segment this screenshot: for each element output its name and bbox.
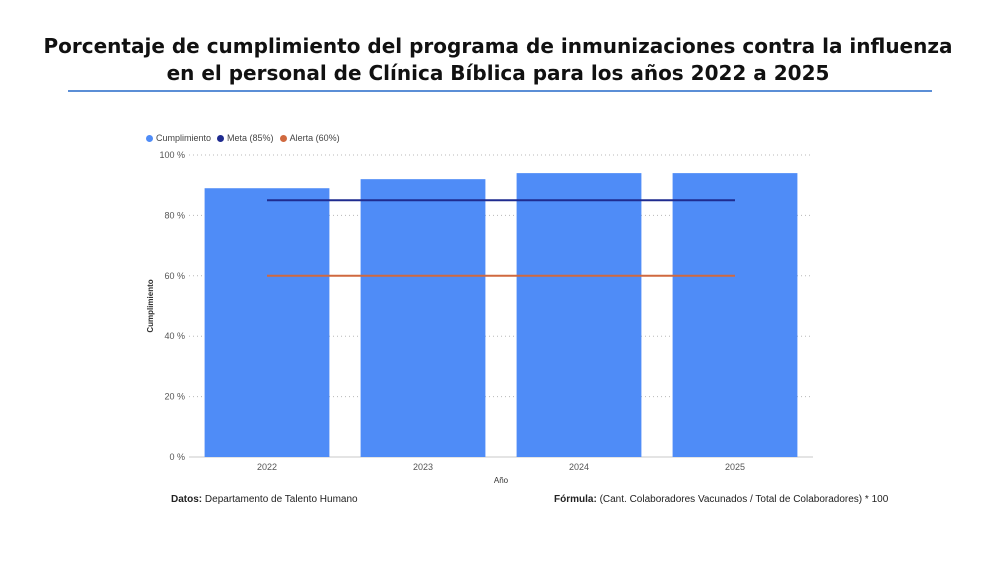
y-tick-label: 100 % xyxy=(159,150,185,160)
bar xyxy=(516,173,642,457)
bar xyxy=(360,179,486,457)
x-tick-label: 2022 xyxy=(257,462,277,472)
y-tick-label: 60 % xyxy=(164,271,185,281)
footer-formula-text: (Cant. Colaboradores Vacunados / Total d… xyxy=(599,494,889,505)
title-divider xyxy=(68,90,932,92)
legend-item-cumplimiento[interactable]: Cumplimiento xyxy=(146,133,211,143)
footer-source-text: Departamento de Talento Humano xyxy=(204,494,358,505)
chart-legend: Cumplimiento Meta (85%) Alerta (60%) xyxy=(146,131,346,145)
x-tick-label: 2024 xyxy=(569,462,589,472)
x-axis-label: Año xyxy=(494,476,509,485)
legend-dot-meta xyxy=(217,134,225,142)
bar xyxy=(204,188,330,457)
footer-formula: Fórmula: (Cant. Colaboradores Vacunados … xyxy=(554,494,888,505)
legend-label-meta: Meta (85%) xyxy=(227,133,274,143)
x-tick-label: 2023 xyxy=(413,462,433,472)
legend-dot-alerta xyxy=(279,134,287,142)
legend-label-cumplimiento: Cumplimiento xyxy=(156,133,212,143)
legend-item-alerta[interactable]: Alerta (60%) xyxy=(279,133,340,143)
legend-label-alerta: Alerta (60%) xyxy=(289,133,340,143)
y-axis-label: Cumplimiento xyxy=(146,279,155,332)
bar xyxy=(672,173,798,457)
footer-source-label: Datos: xyxy=(171,494,203,505)
footer-source: Datos: Departamento de Talento Humano xyxy=(171,494,358,505)
x-tick-label: 2025 xyxy=(725,462,745,472)
y-tick-label: 40 % xyxy=(164,331,185,341)
footer-formula-label: Fórmula: xyxy=(554,494,597,505)
legend-dot-cumplimiento xyxy=(146,134,153,142)
y-tick-label: 0 % xyxy=(169,452,185,462)
chart-title: Porcentaje de cumplimiento del programa … xyxy=(43,34,953,85)
y-tick-label: 20 % xyxy=(164,392,185,402)
y-tick-label: 80 % xyxy=(164,210,185,220)
legend-item-meta[interactable]: Meta (85%) xyxy=(217,133,274,143)
